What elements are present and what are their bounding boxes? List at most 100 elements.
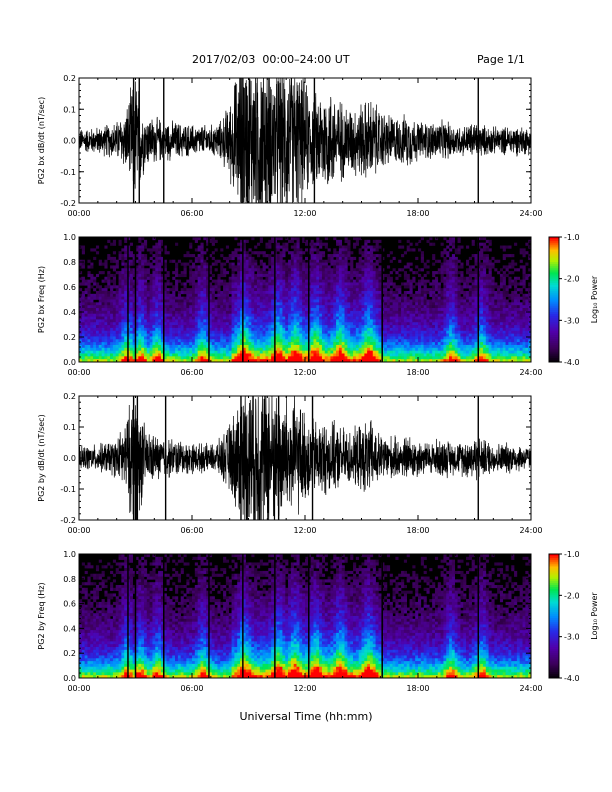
heatmap-cell [90,296,94,300]
heatmap-cell [79,347,83,351]
heatmap-cell [290,282,295,286]
heatmap-cell [138,256,142,261]
heatmap-cell [350,262,354,266]
heatmap-cell [203,288,207,292]
heatmap-cell [364,322,368,326]
heatmap-cell [324,359,328,363]
heatmap-cell [367,336,371,340]
heatmap-cell [443,356,447,360]
heatmap-cell [245,336,249,340]
heatmap-cell [296,288,300,292]
heatmap-cell [158,296,162,300]
heatmap-cell [262,262,266,266]
heatmap-cell [426,333,430,337]
heatmap-cell [200,273,204,278]
heatmap-cell [271,237,275,241]
heatmap-cell [254,353,258,357]
heatmap-cell [406,353,410,357]
heatmap-cell [115,259,119,263]
heatmap-cell [129,271,133,275]
heatmap-cell [310,282,314,286]
heatmap-cell [160,259,165,263]
heatmap-cell [398,273,402,278]
heatmap-cell [330,336,334,340]
heatmap-cell [401,299,405,303]
heatmap-cell [429,322,433,326]
heatmap-cell [265,305,269,309]
heatmap-cell [443,290,447,295]
heatmap-cell [98,327,102,332]
heatmap-cell [180,308,184,312]
heatmap-cell [415,353,419,357]
heatmap-cell [143,327,148,332]
heatmap-cell [220,290,224,295]
heatmap-cell [446,290,450,295]
heatmap-cell [104,344,108,349]
heatmap-cell [237,325,241,329]
heatmap-cell [319,256,323,261]
heatmap-cell [341,299,345,303]
heatmap-cell [423,319,427,323]
heatmap-cell [197,302,201,306]
heatmap-cell [415,265,419,269]
heatmap-cell [426,327,430,332]
heatmap-cell [169,282,173,286]
heatmap-cell [143,273,148,278]
heatmap-cell [192,293,196,297]
heatmap-cell [375,276,379,280]
heatmap-cell [248,276,252,280]
heatmap-cell [353,256,357,261]
heatmap-cell [398,327,402,332]
heatmap-cell [183,273,187,278]
heatmap-cell [271,262,275,266]
heatmap-cell [254,310,258,314]
heatmap-cell [395,299,399,303]
heatmap-cell [197,327,201,332]
heatmap-cell [389,327,393,332]
heatmap-cell [454,262,458,266]
heatmap-cell [437,296,441,300]
heatmap-cell [364,239,368,243]
heatmap-cell [418,285,422,289]
heatmap-cell [338,310,343,314]
heatmap-cell [305,302,309,306]
heatmap-cell [256,330,261,334]
heatmap-cell [369,322,374,326]
heatmap-cell [420,302,424,306]
heatmap-cell [268,239,272,243]
heatmap-cell [321,347,326,351]
heatmap-cell [276,333,280,337]
heatmap-cell [420,259,424,263]
heatmap-cell [324,325,328,329]
heatmap-cell [432,316,436,320]
heatmap-cell [375,293,379,297]
heatmap-cell [129,299,133,303]
heatmap-cell [302,339,306,343]
heatmap-cell [248,350,252,354]
heatmap-cell [234,268,238,272]
heatmap-cell [302,344,306,349]
heatmap-cell [288,276,292,280]
heatmap-cell [234,325,238,329]
heatmap-cell [449,330,453,334]
heatmap-cell [288,308,292,312]
heatmap-cell [93,310,97,314]
heatmap-cell [336,242,340,246]
heatmap-cell [319,359,323,363]
heatmap-cell [81,330,85,334]
heatmap-cell [378,265,382,269]
heatmap-cell [386,305,391,309]
heatmap-cell [290,313,295,317]
heatmap-cell [330,271,334,275]
heatmap-cell [333,353,337,357]
heatmap-cell [358,350,362,354]
heatmap-cell [248,302,252,306]
heatmap-cell [152,356,156,360]
heatmap-cell [259,353,263,357]
heatmap-cell [186,330,190,334]
heatmap-cell [268,296,272,300]
heatmap-cell [192,273,196,278]
heatmap-cell [192,359,196,363]
heatmap-cell [443,276,447,280]
heatmap-cell [336,359,340,363]
